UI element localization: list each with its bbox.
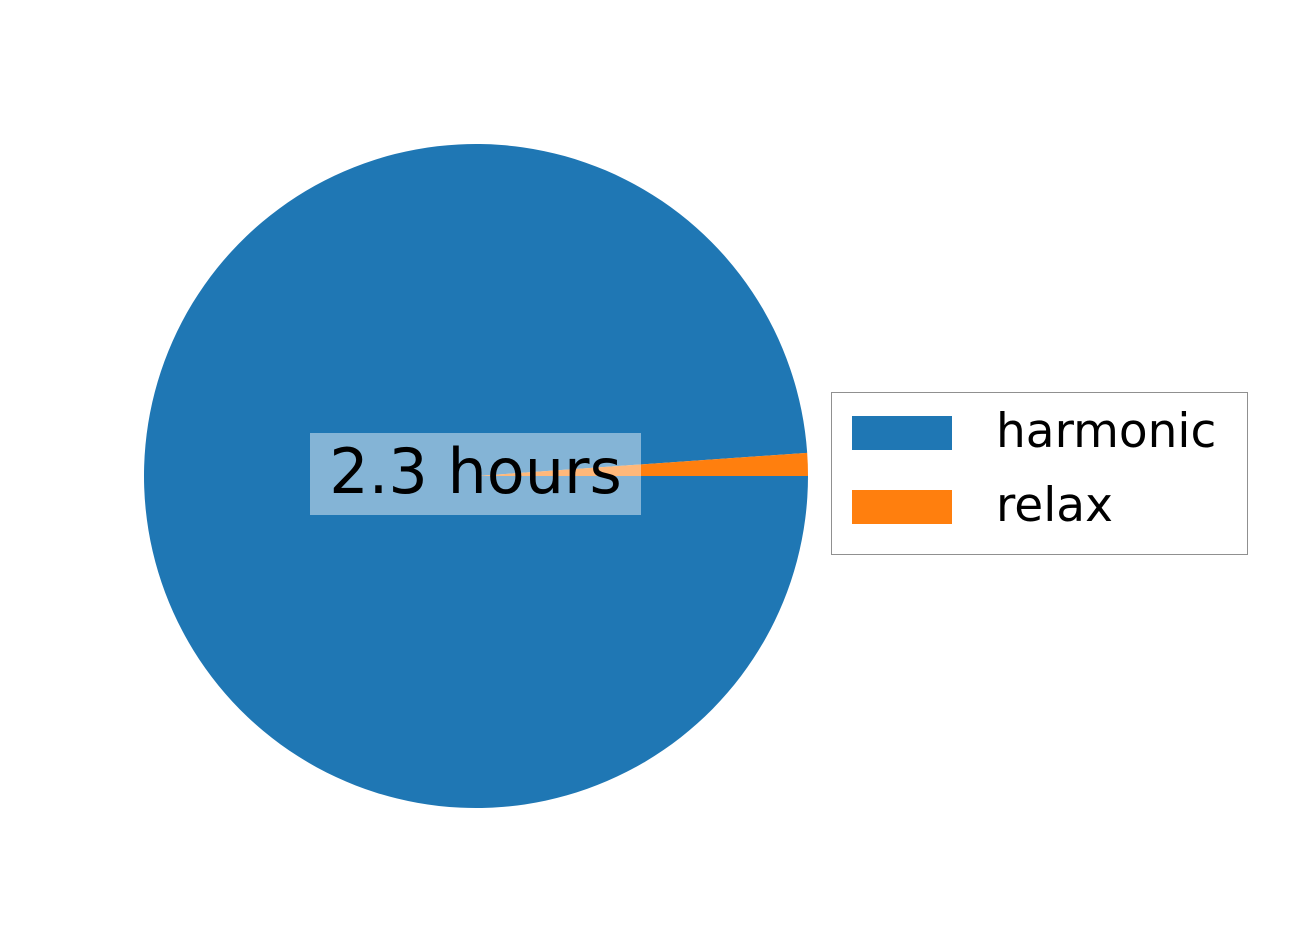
pie-slice-harmonic[interactable] <box>144 144 809 809</box>
chart-legend: harmonic relax <box>831 392 1248 555</box>
pie-slice-label-text: 2.3 hours <box>329 435 622 508</box>
legend-label-harmonic: harmonic <box>996 403 1217 459</box>
legend-item-harmonic[interactable]: harmonic <box>852 407 1216 459</box>
legend-swatch-relax <box>852 490 952 524</box>
legend-item-relax[interactable]: relax <box>852 481 1113 533</box>
legend-label-relax: relax <box>996 477 1113 533</box>
pie-slice-relax[interactable] <box>476 452 808 476</box>
legend-swatch-harmonic <box>852 416 952 450</box>
pie-slice-label-harmonic: 2.3 hours <box>310 433 641 515</box>
